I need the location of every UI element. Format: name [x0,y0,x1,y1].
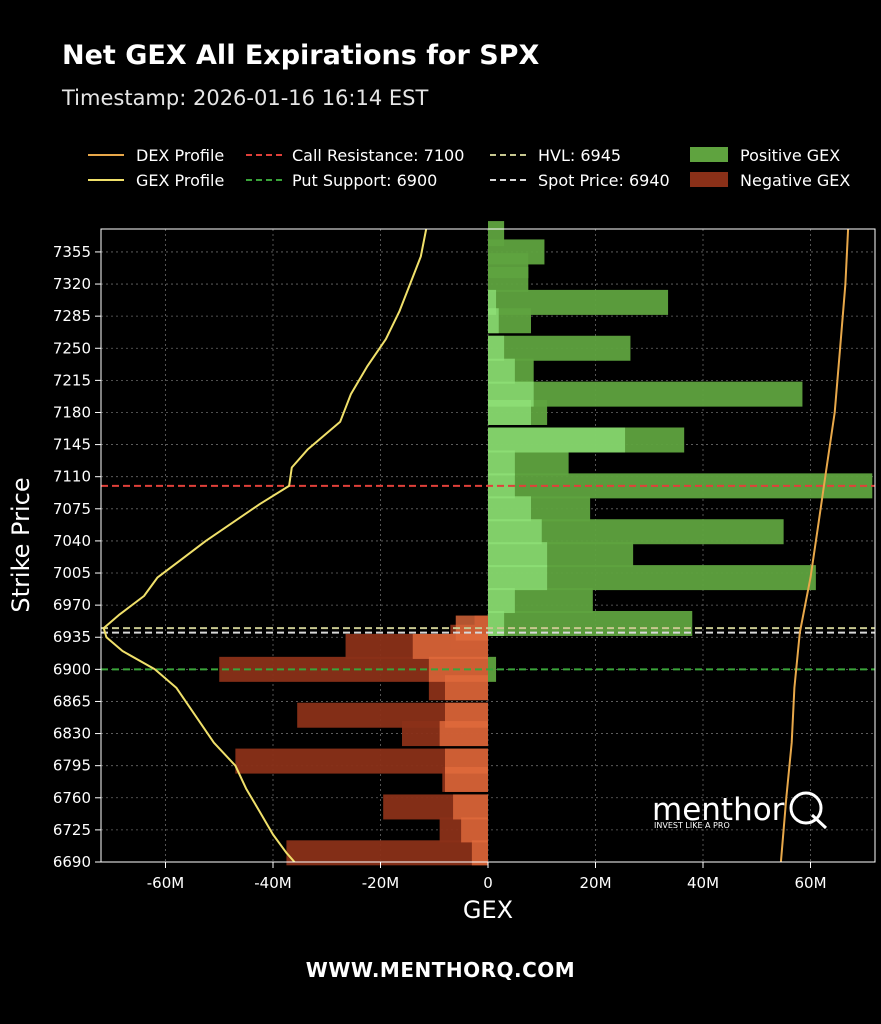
gex-bar [286,840,488,866]
brand-q-tail [810,813,828,830]
gex-bar [488,427,626,453]
gex-bar [488,565,548,591]
gex-bar [488,335,631,361]
profile-lines [102,228,850,863]
y-tick-label: 6935 [53,628,91,646]
x-tick-label: 20M [579,874,611,892]
gex-bar [453,794,488,820]
gex-bar [488,308,499,334]
x-tick-label: 0 [483,874,493,892]
gex-bar [445,766,488,792]
y-tick-label: 6865 [53,692,91,710]
brand-q-ring [789,791,823,825]
y-tick-label: 7145 [53,436,91,454]
gex-bar [488,496,531,522]
legend-label-negative: Negative GEX [740,171,850,190]
y-tick-label: 6970 [53,596,91,614]
gex-bar [439,721,488,747]
gex-bar [488,610,505,636]
gex-bar [412,633,488,659]
y-tick-label: 6690 [53,853,91,871]
y-tick-label: 6725 [53,821,91,839]
level-lines [101,484,875,671]
legend-swatch-negative [690,172,728,187]
legend-label-spot: Spot Price: 6940 [538,171,670,190]
x-tick-label: 60M [794,874,826,892]
gex-bar [488,335,505,361]
y-tick-label: 7005 [53,564,91,582]
brand-tagline: INVEST LIKE A PRO [654,821,730,830]
legend-label-hvl: HVL: 6945 [538,146,621,165]
legend-label-positive: Positive GEX [740,146,840,165]
y-tick-label: 6795 [53,757,91,775]
x-tick-label: -20M [362,874,399,892]
y-tick-label: 6830 [53,725,91,743]
x-tick-label: -60M [147,874,184,892]
legend-label-call-resistance: Call Resistance: 7100 [292,146,464,165]
gex-bar [488,542,548,568]
y-tick-label: 7320 [53,275,91,293]
gex-bar [488,450,515,476]
dex-profile-line [779,228,850,863]
legend-swatch-positive [690,147,728,162]
x-axis-label: GEX [463,896,513,924]
x-axis-ticks: -60M -40M -20M 0 20M 40M 60M [147,862,827,892]
y-axis-ticks: 6690 6725 6760 6795 6830 6865 6900 6935 6970 7005… [53,243,101,871]
y-tick-label: 7215 [53,371,91,389]
page-title: Net GEX All Expirations for SPX [62,40,540,71]
gex-bar [488,588,515,614]
gex-bar [488,381,534,407]
gex-bar [488,266,529,292]
y-tick-label: 7180 [53,403,91,421]
gex-profile-line [102,228,428,863]
gex-bar [488,519,542,545]
legend-label-put-support: Put Support: 6900 [292,171,437,190]
gex-bar [488,358,515,384]
timestamp-subtitle: Timestamp: 2026-01-16 16:14 EST [62,86,429,110]
y-axis-label: Strike Price [7,477,35,612]
x-tick-label: 40M [687,874,719,892]
y-tick-label: 6760 [53,789,91,807]
gex-bar [488,289,497,315]
footer-url: WWW.MENTHORQ.COM [305,958,576,982]
x-tick-label: -40M [254,874,291,892]
brand-name: menthor [652,792,785,828]
gex-bar [471,840,488,866]
legend: DEX Profile GEX Profile Call Resistance:… [88,146,850,190]
y-tick-label: 7075 [53,500,91,518]
legend-label-gex: GEX Profile [136,171,224,190]
brand-logo: menthor INVEST LIKE A PRO [652,791,828,830]
gex-bar [445,675,488,701]
y-tick-label: 7040 [53,532,91,550]
y-tick-label: 7355 [53,243,91,261]
gex-bar [461,817,488,843]
y-tick-label: 6900 [53,660,91,678]
y-tick-label: 7250 [53,339,91,357]
legend-label-dex: DEX Profile [136,146,224,165]
y-tick-label: 7285 [53,307,91,325]
y-tick-label: 7110 [53,468,91,486]
gex-bars [219,221,873,866]
